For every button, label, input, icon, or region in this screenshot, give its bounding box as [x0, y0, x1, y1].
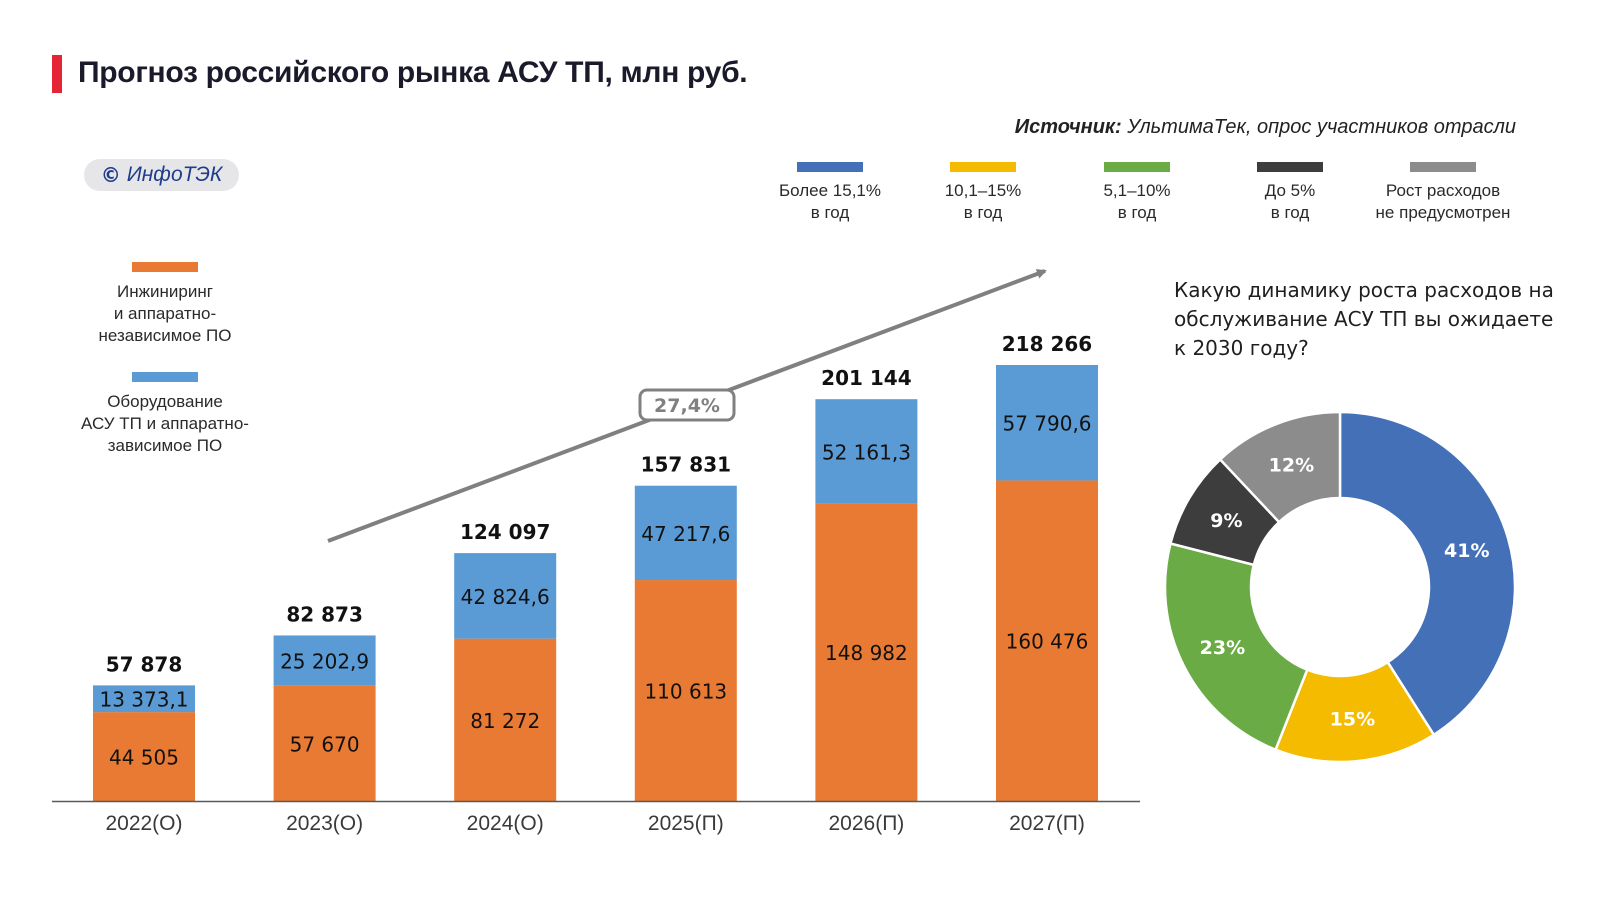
pie-legend-label-line: в год — [1270, 203, 1310, 222]
source-label: Источник: — [1014, 116, 1122, 138]
pie-legend-label-line: 5,1–10% — [1103, 181, 1171, 200]
legend-label-line: Оборудование — [107, 392, 223, 411]
bar-segment-engineering — [273, 685, 376, 801]
bar-segment-label: 42 824,6 — [461, 585, 550, 609]
bar-segment-engineering — [996, 480, 1098, 801]
source-text: УльтимаТек, опрос участников отрасли — [1127, 116, 1516, 138]
bar-total-label: 57 878 — [106, 652, 183, 676]
pie-legend-label-line: в год — [810, 203, 850, 222]
bar-segment-label: 52 161,3 — [822, 440, 911, 464]
pie-legend-swatch — [1104, 162, 1170, 172]
legend-label-line: зависимое ПО — [107, 436, 223, 455]
bar-segment-equipment — [815, 399, 918, 504]
pie-legend-label-line: До 5% — [1264, 181, 1316, 200]
bar-total-label: 124 097 — [460, 520, 550, 544]
bar-total-label: 157 831 — [641, 453, 731, 477]
legend-label-line: АСУ ТП и аппаратно- — [81, 414, 249, 433]
x-tick-label: 2023(О) — [286, 812, 363, 835]
x-tick-label: 2022(О) — [105, 812, 182, 835]
legend-label-line: Инжиниринг — [117, 282, 213, 301]
donut-slice — [1163, 541, 1309, 752]
legend-item-engineering: Инжиниринг и аппаратно- независимое ПО — [60, 262, 270, 347]
pie-legend-item: До 5% в год — [1210, 162, 1370, 224]
bar-segment-label: 44 505 — [109, 746, 179, 770]
bar-segment-engineering — [634, 580, 737, 801]
donut-slice-label: 23% — [1200, 637, 1245, 659]
pie-legend-swatch — [1257, 162, 1323, 172]
pie-legend-label-line: в год — [963, 203, 1003, 222]
cagr-box — [638, 388, 736, 422]
pie-legend-item: 10,1–15% в год — [903, 162, 1063, 224]
bar-segment-equipment — [454, 553, 557, 639]
bar-segment-engineering — [815, 503, 918, 801]
pie-legend-label-line: Рост расходов — [1385, 181, 1501, 200]
pie-legend-label-line: не предусмотрен — [1375, 203, 1511, 222]
pie-legend-swatch — [950, 162, 1016, 172]
legend-label-line: и аппаратно- — [113, 304, 217, 323]
pie-legend-label-line: Более 15,1% — [779, 181, 881, 200]
legend-swatch-equipment — [132, 372, 198, 382]
bar-segment-equipment — [634, 485, 737, 581]
donut-slice-label: 41% — [1444, 540, 1489, 562]
donut-slice — [1218, 410, 1342, 524]
donut-slice-label: 12% — [1269, 454, 1314, 476]
brand-name: ИнфоТЭК — [126, 163, 223, 186]
donut-slice — [1338, 410, 1517, 737]
bar-segment-engineering — [454, 638, 557, 801]
title-accent-bar — [52, 55, 62, 93]
copyright-icon: © — [100, 163, 121, 187]
bar-segment-label: 57 670 — [290, 732, 360, 756]
legend-swatch-engineering — [132, 262, 198, 272]
bar-segment-label: 47 217,6 — [641, 522, 730, 546]
x-tick-label: 2026(П) — [829, 812, 905, 835]
page-title: Прогноз российского рынка АСУ ТП, млн ру… — [78, 56, 748, 89]
pie-legend-item: Рост расходов не предусмотрен — [1363, 162, 1523, 224]
bar-segment-label: 110 613 — [644, 680, 727, 704]
bar-total-label: 218 266 — [1002, 332, 1092, 356]
cagr-label: 27,4% — [654, 395, 720, 417]
bar-total-label: 82 873 — [286, 602, 363, 626]
bar-segment-equipment — [273, 635, 376, 686]
bar-total-label: 201 144 — [821, 366, 911, 390]
bar-segment-label: 81 272 — [470, 709, 540, 733]
source-note: Источник: УльтимаТек, опрос участников о… — [1015, 116, 1516, 139]
donut-slice-label: 15% — [1330, 708, 1375, 730]
bar-segment-equipment — [93, 685, 195, 713]
bar-segment-label: 25 202,9 — [280, 650, 369, 674]
bar-segment-label: 160 476 — [1006, 630, 1089, 654]
pie-legend-label-line: в год — [1117, 203, 1157, 222]
legend-item-equipment: Оборудование АСУ ТП и аппаратно- зависим… — [60, 372, 270, 457]
pie-legend-swatch — [797, 162, 863, 172]
pie-legend-item: 5,1–10% в год — [1057, 162, 1217, 224]
x-tick-label: 2024(О) — [467, 812, 544, 835]
bar-segment-engineering — [93, 712, 195, 801]
x-tick-label: 2027(П) — [1009, 812, 1085, 835]
pie-legend-item: Более 15,1% в год — [750, 162, 910, 224]
donut-slice-label: 9% — [1210, 510, 1242, 532]
legend-label-line: независимое ПО — [98, 326, 232, 345]
bar-segment-label: 148 982 — [825, 641, 908, 665]
pie-legend-label-line: 10,1–15% — [944, 181, 1022, 200]
pie-legend-swatch — [1410, 162, 1476, 172]
bar-segment-label: 13 373,1 — [99, 688, 188, 712]
x-tick-label: 2025(П) — [648, 812, 724, 835]
brand-badge: © ИнфоТЭК — [84, 159, 239, 191]
bar-segment-equipment — [996, 364, 1098, 481]
pie-question: Какую динамику роста расходов на обслужи… — [1174, 278, 1554, 360]
bar-segment-label: 57 790,6 — [1002, 412, 1091, 436]
